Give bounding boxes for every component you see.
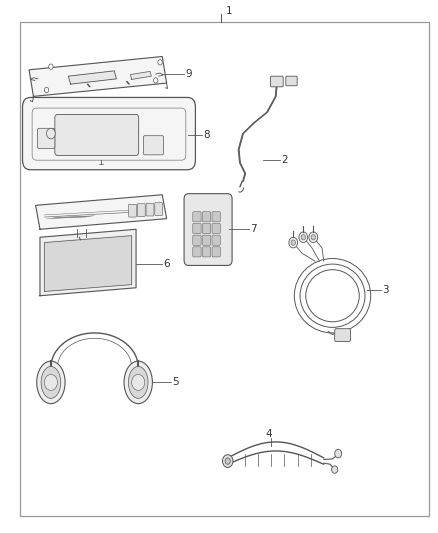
FancyBboxPatch shape — [55, 115, 139, 156]
Text: 2: 2 — [282, 155, 288, 165]
Text: 9: 9 — [185, 69, 192, 79]
FancyBboxPatch shape — [22, 98, 195, 169]
Circle shape — [158, 60, 162, 65]
Circle shape — [153, 78, 158, 83]
Circle shape — [44, 374, 57, 390]
FancyBboxPatch shape — [37, 128, 55, 149]
Circle shape — [223, 455, 233, 467]
FancyBboxPatch shape — [212, 235, 220, 245]
Ellipse shape — [124, 361, 152, 403]
Circle shape — [309, 232, 318, 243]
Text: 6: 6 — [163, 259, 170, 269]
FancyBboxPatch shape — [146, 203, 154, 216]
Circle shape — [44, 87, 49, 93]
FancyBboxPatch shape — [138, 204, 145, 216]
Circle shape — [49, 64, 53, 69]
FancyBboxPatch shape — [202, 212, 211, 222]
Ellipse shape — [128, 367, 148, 398]
Polygon shape — [35, 195, 166, 229]
Ellipse shape — [37, 361, 65, 403]
FancyBboxPatch shape — [202, 247, 211, 257]
Ellipse shape — [41, 367, 61, 398]
FancyBboxPatch shape — [335, 329, 350, 342]
FancyBboxPatch shape — [184, 193, 232, 265]
Circle shape — [332, 466, 338, 473]
Polygon shape — [131, 71, 151, 79]
FancyBboxPatch shape — [202, 223, 211, 233]
Text: 1: 1 — [226, 6, 232, 17]
Circle shape — [132, 374, 145, 390]
FancyBboxPatch shape — [286, 76, 297, 86]
FancyBboxPatch shape — [193, 212, 201, 222]
Text: 3: 3 — [382, 286, 389, 295]
Polygon shape — [29, 56, 166, 96]
FancyBboxPatch shape — [202, 235, 211, 245]
FancyBboxPatch shape — [271, 76, 283, 87]
FancyBboxPatch shape — [144, 136, 163, 155]
Text: 7: 7 — [250, 224, 257, 235]
FancyBboxPatch shape — [155, 203, 162, 215]
Circle shape — [291, 240, 295, 245]
Polygon shape — [44, 236, 132, 292]
Circle shape — [46, 128, 55, 139]
FancyBboxPatch shape — [212, 223, 220, 233]
Text: 5: 5 — [172, 377, 179, 387]
Circle shape — [311, 235, 315, 240]
Circle shape — [335, 449, 342, 458]
Circle shape — [225, 458, 230, 464]
FancyBboxPatch shape — [193, 247, 201, 257]
Circle shape — [301, 235, 305, 240]
FancyBboxPatch shape — [212, 212, 220, 222]
FancyBboxPatch shape — [212, 247, 220, 257]
FancyBboxPatch shape — [193, 223, 201, 233]
FancyBboxPatch shape — [129, 204, 137, 217]
Circle shape — [289, 237, 297, 248]
Text: 4: 4 — [266, 429, 272, 439]
FancyBboxPatch shape — [193, 235, 201, 245]
Text: 8: 8 — [203, 130, 209, 140]
Polygon shape — [40, 229, 136, 296]
Polygon shape — [68, 71, 117, 84]
Circle shape — [299, 232, 307, 243]
